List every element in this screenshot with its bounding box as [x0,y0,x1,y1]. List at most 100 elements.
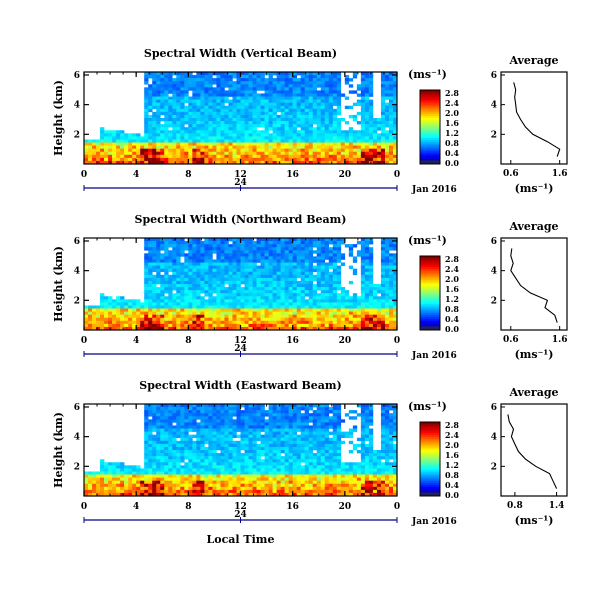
heatmap-cell [220,287,225,291]
heatmap-cell [300,111,305,116]
heatmap-cell [268,241,273,245]
heatmap-cell [248,265,253,269]
x-tick-label: 4 [133,170,139,180]
heatmap-cell [220,290,225,294]
heatmap-cell [364,271,370,276]
heatmap-cell [244,320,249,325]
heatmap-cell [388,142,394,146]
heatmap-cell [312,127,318,131]
heatmap-cell [380,148,386,153]
heatmap-cell [328,72,334,76]
heatmap-cell [144,434,149,439]
heatmap-cell [180,99,185,103]
heatmap-cell [364,81,370,85]
heatmap-cell [216,317,221,322]
heatmap-cell [180,459,185,463]
heatmap-cell [188,160,193,165]
heatmap-cell [240,118,245,122]
heatmap-cell [84,489,89,494]
heatmap-cell [148,437,153,442]
heatmap-cell [176,459,181,463]
heatmap-cell [380,130,386,134]
heatmap-cell [268,299,273,303]
heatmap-cell [168,75,173,79]
heatmap-cell [308,157,314,162]
heatmap-cell [232,133,237,137]
heatmap-cell [268,87,273,91]
heatmap-cell [176,151,181,156]
heatmap-cell [132,154,137,159]
heatmap-cell [200,253,205,257]
heatmap-cell [276,326,281,331]
heatmap-cell [172,121,177,125]
heatmap-cell [160,127,165,131]
heatmap-cell [204,308,209,312]
heatmap-cell [328,323,334,328]
heatmap-cell [228,308,233,312]
heatmap-cell [308,311,314,315]
heatmap-cell [220,480,225,485]
heatmap-cell [148,114,153,119]
heatmap-cell [380,302,386,306]
heatmap-cell [240,250,245,254]
heatmap-cell [136,311,141,315]
heatmap-cell [220,259,225,263]
heatmap-cell [172,287,177,291]
heatmap-cell [204,271,209,276]
heatmap-cell [332,145,338,149]
heatmap-cell [268,265,273,269]
heatmap-cell [196,437,201,442]
heatmap-cell [332,299,338,303]
heatmap-cell [176,471,181,475]
heatmap-cell [260,311,265,315]
heatmap-cell [208,308,213,312]
heatmap-cell [248,154,253,159]
heatmap-cell [108,151,113,156]
heatmap-cell [184,262,189,266]
heatmap-cell [372,299,378,303]
heatmap-cell [316,93,322,97]
heatmap-cell [240,247,245,251]
heatmap-cell [168,284,173,288]
heatmap-cell [300,277,305,282]
heatmap-cell [376,311,382,315]
heatmap-cell [380,253,386,257]
heatmap-cell [152,75,157,79]
heatmap-cell [148,446,153,451]
panel-3: Spectral Width (Eastward Beam)0 4 8 12 16 20 0… [52,379,568,546]
heatmap-cell [196,157,201,162]
heatmap-cell [304,262,310,266]
heatmap-cell [280,277,285,282]
heatmap-cell [168,443,173,448]
heatmap-cell [104,314,109,319]
heatmap-cell [228,124,233,128]
heatmap-cell [300,323,305,328]
heatmap-cell [260,154,265,159]
heatmap-cell [220,492,225,497]
heatmap-cell [100,136,105,140]
heatmap-cell [156,428,161,432]
heatmap-cell [252,105,257,110]
heatmap-cell [236,105,241,110]
heatmap-cell [388,93,394,97]
heatmap-cell [212,247,217,251]
heatmap-cell [228,148,233,153]
colorbar-cell [420,293,440,296]
heatmap-cell [300,271,305,276]
heatmap-cell [260,78,265,82]
heatmap-cell [260,299,265,303]
heatmap-cell [184,450,189,454]
heatmap-cell [324,305,330,309]
heatmap-cell [232,486,237,491]
heatmap-cell [100,462,105,466]
heatmap-cell [156,268,161,273]
heatmap-cell [144,287,149,291]
heatmap-cell [296,154,301,159]
heatmap-cell [144,284,149,288]
heatmap-cell [152,90,157,94]
heatmap-cell [292,121,297,125]
heatmap-cell [168,250,173,254]
heatmap-cell [220,456,225,460]
heatmap-cell [320,323,326,328]
heatmap-cell [376,154,382,159]
